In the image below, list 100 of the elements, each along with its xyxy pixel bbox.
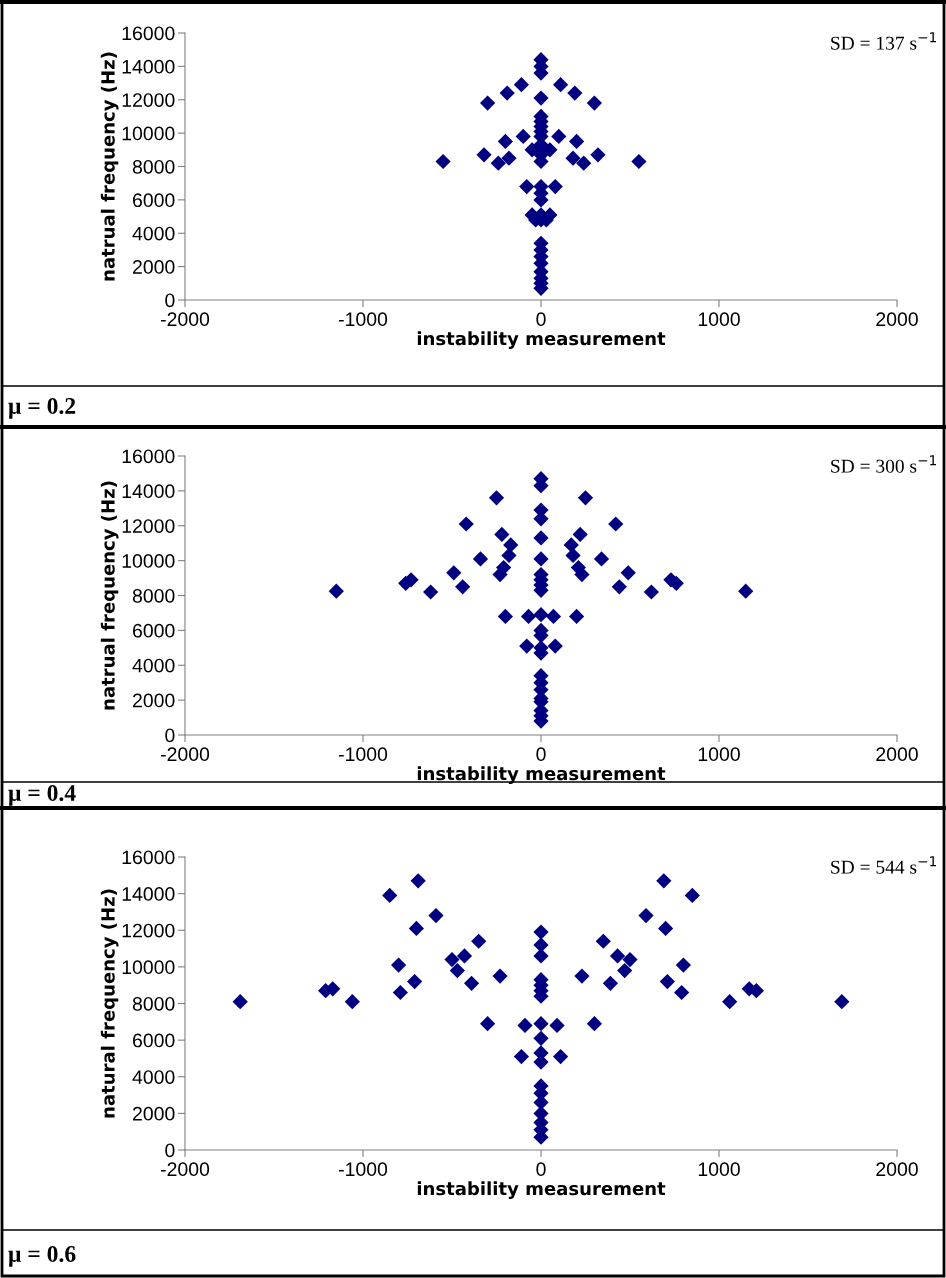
y-tick-label: 6000 bbox=[133, 1033, 175, 1048]
point bbox=[519, 638, 535, 654]
point bbox=[492, 968, 508, 984]
point bbox=[407, 973, 423, 990]
point bbox=[501, 150, 517, 166]
x-tick-label: 2000 bbox=[876, 312, 918, 327]
point bbox=[593, 551, 610, 567]
point bbox=[549, 1017, 565, 1034]
point bbox=[567, 85, 583, 101]
x-tick-label: -2000 bbox=[161, 747, 210, 762]
point bbox=[428, 907, 444, 924]
y-tick-label: 2000 bbox=[133, 693, 175, 708]
point bbox=[620, 565, 636, 581]
point bbox=[565, 547, 581, 563]
point bbox=[533, 1030, 549, 1046]
x-tick-label: -1000 bbox=[339, 1162, 388, 1177]
point bbox=[834, 994, 850, 1010]
y-tick-label: 0 bbox=[165, 728, 175, 743]
point bbox=[586, 95, 603, 111]
point bbox=[497, 133, 514, 150]
text: μ = 0.6 bbox=[8, 1245, 76, 1267]
y-tick-label: 4000 bbox=[132, 658, 175, 673]
point bbox=[572, 526, 588, 543]
y-tick-label: 4000 bbox=[132, 1070, 175, 1084]
point bbox=[392, 984, 408, 1001]
y-tick-label: 2000 bbox=[133, 1106, 175, 1121]
point bbox=[410, 873, 426, 889]
point bbox=[674, 984, 690, 1001]
point bbox=[533, 551, 549, 567]
point bbox=[738, 583, 754, 599]
x-tick-label: -2000 bbox=[161, 312, 210, 327]
point bbox=[542, 142, 558, 158]
point bbox=[408, 920, 425, 937]
point bbox=[455, 579, 471, 595]
point bbox=[471, 933, 487, 949]
point bbox=[617, 962, 633, 979]
point bbox=[533, 948, 549, 964]
point bbox=[551, 128, 567, 145]
point bbox=[586, 1016, 603, 1032]
point bbox=[631, 153, 647, 170]
point bbox=[568, 608, 585, 625]
point bbox=[533, 924, 549, 940]
x-tick-label: 2000 bbox=[876, 747, 918, 762]
y-tick-label: 8000 bbox=[132, 159, 175, 174]
x-tick-label: 2000 bbox=[876, 1162, 918, 1177]
point bbox=[490, 155, 506, 171]
point bbox=[499, 85, 515, 101]
y-tick-label: 6000 bbox=[133, 623, 175, 638]
point bbox=[497, 608, 514, 625]
y-tick-label: 16000 bbox=[122, 850, 175, 865]
point bbox=[657, 920, 674, 937]
point bbox=[463, 975, 480, 991]
point bbox=[609, 948, 626, 964]
point bbox=[444, 951, 460, 968]
point bbox=[458, 516, 474, 532]
point bbox=[675, 957, 692, 973]
point bbox=[611, 579, 627, 595]
point bbox=[390, 957, 407, 973]
y-tick-label: 12000 bbox=[122, 923, 175, 938]
point bbox=[494, 526, 510, 543]
x-axis-title: instability measurement bbox=[417, 1181, 666, 1199]
x-axis-title: instability measurement bbox=[417, 766, 666, 784]
point bbox=[533, 607, 549, 623]
x-tick-label: -2000 bbox=[161, 1162, 210, 1177]
point bbox=[638, 907, 654, 924]
point bbox=[520, 608, 537, 625]
y-tick-label: 16000 bbox=[122, 449, 175, 464]
point bbox=[574, 968, 590, 984]
point bbox=[449, 962, 465, 979]
point bbox=[456, 948, 473, 964]
point bbox=[602, 975, 619, 991]
y-tick-label: 2000 bbox=[133, 260, 175, 274]
x-tick-label: 1000 bbox=[698, 312, 740, 327]
y-tick-label: 10000 bbox=[122, 554, 175, 568]
x-tick-label: 0 bbox=[536, 1162, 546, 1177]
point bbox=[656, 873, 672, 889]
point bbox=[423, 584, 439, 600]
point bbox=[533, 1016, 549, 1032]
point bbox=[524, 142, 540, 158]
point bbox=[328, 583, 344, 599]
annotation: SD = 544 s$^{−1}$ bbox=[831, 856, 937, 874]
point bbox=[547, 638, 563, 654]
point bbox=[446, 565, 462, 581]
y-tick-label: 10000 bbox=[122, 126, 175, 141]
y-tick-label: 14000 bbox=[122, 887, 175, 901]
point bbox=[533, 530, 549, 546]
y-tick-label: 12000 bbox=[122, 519, 175, 533]
x-tick-label: 1000 bbox=[698, 747, 740, 762]
point bbox=[344, 994, 360, 1010]
point bbox=[590, 147, 606, 163]
point bbox=[547, 178, 563, 195]
point bbox=[513, 77, 530, 93]
point bbox=[232, 994, 248, 1010]
point bbox=[479, 1016, 496, 1032]
y-tick-label: 12000 bbox=[122, 93, 175, 107]
annotation: SD = 137 s$^{−1}$ bbox=[831, 32, 937, 50]
point bbox=[472, 551, 489, 567]
point bbox=[552, 1049, 569, 1065]
annotation: SD = 300 s$^{−1}$ bbox=[831, 455, 937, 473]
point bbox=[576, 155, 592, 171]
